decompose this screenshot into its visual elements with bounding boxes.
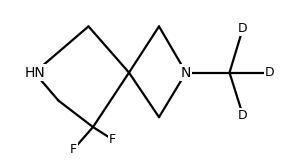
Text: N: N [181,66,191,80]
Text: D: D [238,22,248,34]
Text: HN: HN [24,66,45,80]
Text: D: D [238,109,248,122]
Text: D: D [265,66,275,79]
Text: F: F [109,133,116,146]
Text: F: F [70,143,77,156]
